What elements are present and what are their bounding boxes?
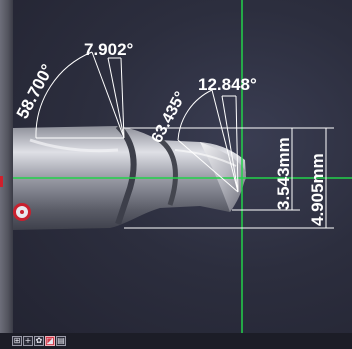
edge-marker — [0, 176, 3, 187]
crosshair-tool-icon[interactable]: ⊞ — [12, 336, 22, 346]
measure-lines — [35, 51, 334, 229]
grid-tool-icon[interactable]: ▤ — [56, 336, 66, 346]
angle-label-58700: 58.700° — [13, 61, 57, 122]
angle-label-63435: 63.435° — [149, 89, 190, 146]
dimension-label-4905: 4.905mm — [308, 153, 327, 226]
settings-tool-icon[interactable]: ✿ — [34, 336, 44, 346]
angle-label-12848: 12.848° — [198, 75, 257, 94]
angle-arc-1 — [35, 51, 93, 139]
target-icon[interactable] — [13, 203, 31, 221]
image-tool-icon[interactable]: ◪ — [45, 336, 55, 346]
sample-holder-edge — [0, 0, 13, 349]
angle-arc-2 — [177, 89, 213, 141]
dimension-label-3543: 3.543mm — [274, 137, 293, 210]
crosshair — [13, 0, 352, 333]
add-point-tool-icon[interactable]: + — [23, 336, 33, 346]
angle-label-7902: 7.902° — [84, 40, 134, 59]
view-toolbar: ⊞ + ✿ ◪ ▤ — [12, 336, 66, 347]
bottom-bar — [0, 333, 352, 349]
